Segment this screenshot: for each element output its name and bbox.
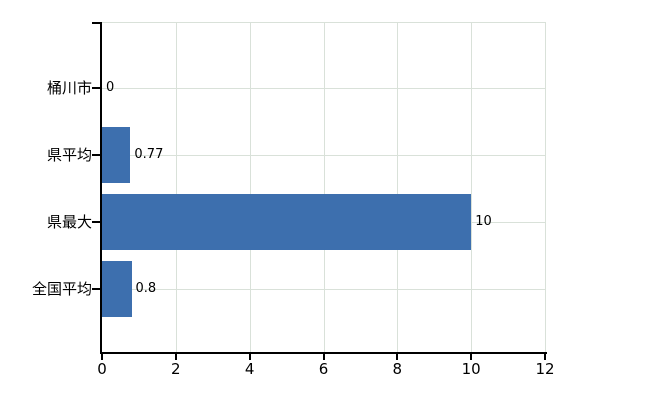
- bar: [102, 127, 131, 183]
- x-axis-tick: [544, 354, 546, 360]
- x-axis-tick: [396, 354, 399, 360]
- x-axis-tick: [322, 354, 325, 360]
- x-gridline: [249, 22, 251, 353]
- x-axis-tick: [248, 354, 251, 360]
- y-gridline: [102, 155, 545, 156]
- y-axis-tick: [92, 288, 100, 290]
- y-axis-label: 桶川市: [46, 79, 92, 97]
- x-axis-tick: [101, 354, 103, 360]
- bar: [102, 194, 472, 250]
- x-axis-label: 2: [171, 360, 181, 378]
- bar: [102, 261, 132, 317]
- x-axis-tick: [470, 354, 473, 360]
- x-axis-tick: [174, 354, 177, 360]
- x-axis-label: 6: [318, 360, 329, 378]
- x-gridline: [175, 22, 177, 353]
- x-axis-label: 12: [535, 360, 555, 378]
- y-gridline: [102, 289, 545, 290]
- bar-value-label: 10: [475, 214, 492, 229]
- y-axis-tick: [92, 22, 100, 24]
- y-axis-label: 全国平均: [31, 280, 92, 298]
- x-axis-line: [100, 352, 547, 354]
- x-axis-label: 0: [97, 360, 107, 378]
- x-gridline: [397, 22, 399, 353]
- x-gridline: [471, 22, 473, 353]
- y-axis-line: [100, 22, 102, 354]
- x-axis-label: 4: [244, 360, 255, 378]
- y-axis-tick: [92, 221, 100, 223]
- y-gridline: [102, 88, 545, 89]
- x-axis-label: 8: [392, 360, 403, 378]
- bar-value-label: 0.77: [134, 147, 164, 162]
- bar-value-label: 0: [106, 80, 115, 95]
- y-axis-label: 県平均: [46, 146, 92, 164]
- x-axis-label: 10: [461, 360, 481, 378]
- x-gridline: [323, 22, 325, 353]
- x-gridline: [545, 22, 546, 353]
- bar-value-label: 0.8: [135, 281, 157, 296]
- y-axis-tick: [92, 154, 100, 156]
- y-axis-label: 県最大: [46, 213, 92, 231]
- y-axis-tick: [92, 87, 100, 89]
